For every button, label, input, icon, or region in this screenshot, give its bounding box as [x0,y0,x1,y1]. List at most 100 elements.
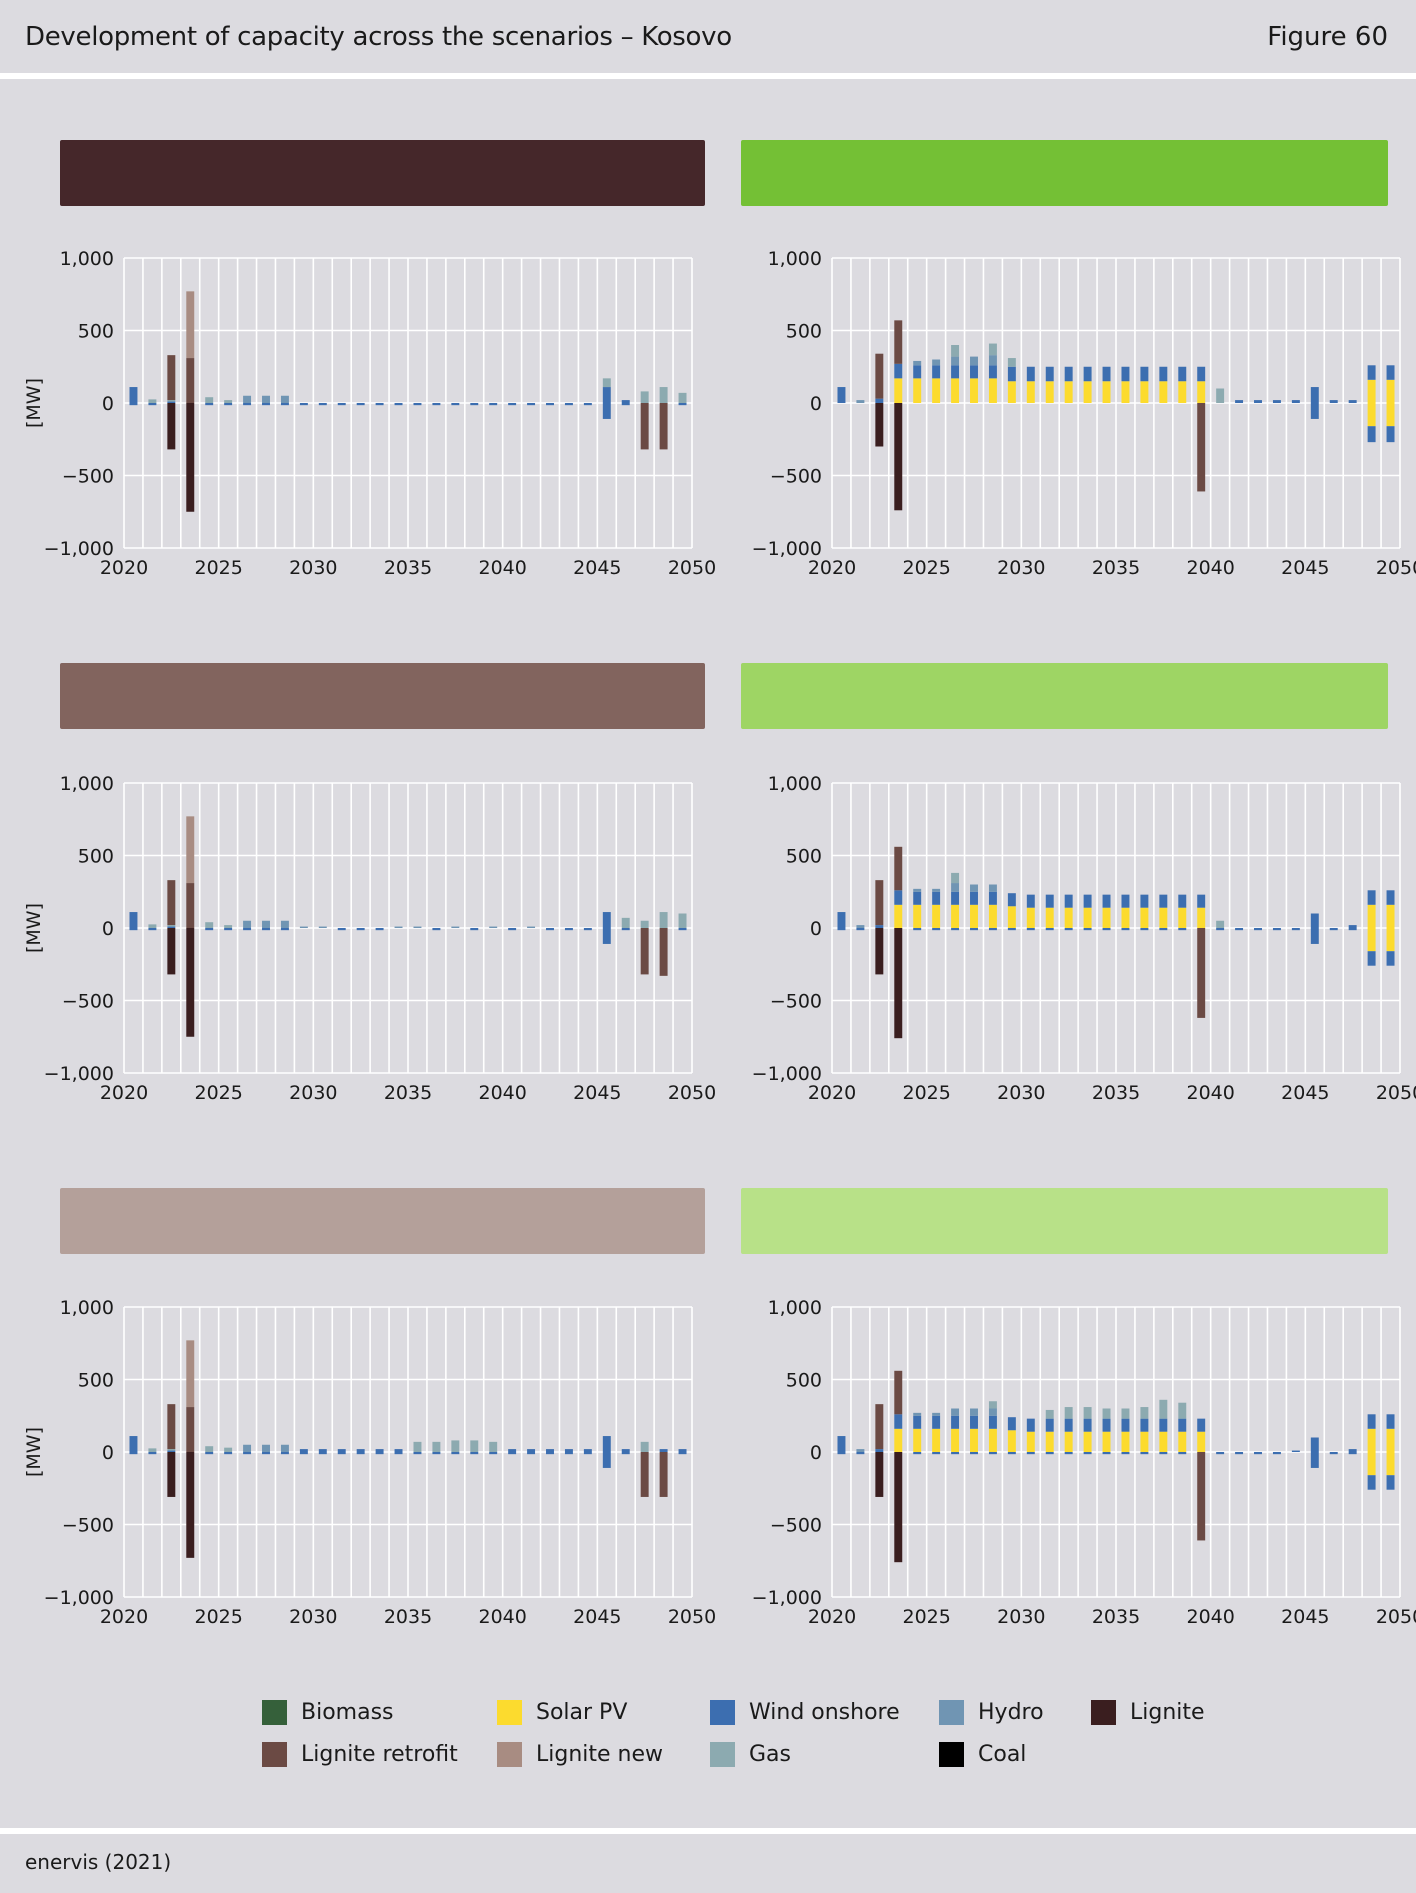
bar-wind-onshore [1064,366,1073,382]
bar-solar-pv [1367,1428,1376,1452]
bar-hydro [527,926,536,928]
bar-negative-wind-onshore [224,928,233,931]
bar-negative-wind-onshore [1083,928,1092,931]
x-tick-label: 2045 [573,557,621,579]
bar-negative-wind-onshore [546,1452,554,1455]
bar-gas [951,345,960,357]
bar-negative-lignite-retrofit [1197,403,1206,492]
bar-wind-onshore [951,365,960,379]
legend-item-lignite: Lignite [1091,1700,1205,1725]
bar-wind-onshore [564,1449,573,1452]
y-tick-label: −1,000 [752,1063,822,1085]
x-tick-label: 2045 [1281,1082,1329,1104]
legend-swatch [497,1700,522,1725]
bar-negative-wind-onshore [375,403,384,406]
bar-negative-wind-onshore [224,403,233,406]
legend-item-solar-pv: Solar PV [497,1700,627,1725]
bar-wind-onshore [1310,387,1319,403]
bar-negative-lignite [894,403,903,511]
bar-wind-onshore [1121,366,1130,382]
y-tick-label: 0 [102,393,114,415]
bar-solar-pv [1083,907,1092,928]
bar-hydro [988,1408,997,1416]
bar-wind-onshore [875,398,884,403]
y-tick-label: 500 [786,321,822,343]
x-tick-label: 2025 [902,557,950,579]
bar-lignite-retrofit [186,1407,195,1452]
bar-negative-lignite [167,403,176,450]
bar-hydro [951,356,960,366]
bar-solar-pv [988,378,997,403]
bar-lignite-retrofit [186,883,195,928]
bar-gas [621,917,630,928]
bar-wind-onshore [659,1449,668,1452]
bar-wind-onshore [129,1436,138,1452]
x-tick-label: 2040 [478,1082,526,1104]
x-tick-label: 2045 [573,1082,621,1104]
bar-solar-pv [1386,379,1395,403]
bar-gas [659,387,668,403]
bar-wind-onshore [167,1450,176,1452]
bar-solar-pv [1102,381,1111,403]
bar-hydro [280,920,289,928]
bar-wind-onshore [602,387,611,403]
x-tick-label: 2030 [997,1606,1045,1628]
y-tick-label: 500 [78,1370,114,1392]
bar-negative-wind-onshore [1178,928,1187,931]
x-tick-label: 2025 [902,1082,950,1104]
bar-gas [489,1441,498,1452]
bar-negative-lignite [875,928,884,975]
bar-hydro [243,1444,252,1452]
bar-negative-wind-onshore [375,1452,384,1455]
legend-label: Solar PV [536,1700,628,1725]
bar-wind-onshore [1386,1414,1395,1429]
bar-negative-wind-onshore [318,1452,327,1455]
y-tick-label: 0 [810,1442,822,1464]
bar-lignite-retrofit [167,1404,176,1450]
bar-solar-pv [894,904,903,928]
bar-solar-pv [913,1428,922,1452]
bar-negative-wind-onshore [678,403,687,406]
bar-negative-wind-onshore [564,403,573,406]
bar-negative-wind-onshore [621,403,630,406]
bar-negative-wind-onshore [432,1452,441,1455]
legend-swatch [262,1742,287,1767]
x-tick-label: 2050 [668,1082,716,1104]
x-tick-label: 2040 [1186,557,1234,579]
bar-wind-onshore [337,1449,346,1452]
bar-negative-solar-pv [1386,403,1395,427]
y-tick-label: −500 [62,991,114,1013]
y-tick-label: 1,000 [60,248,114,270]
bar-solar-pv [894,378,903,403]
bar-gas [1178,1402,1187,1419]
bar-negative-lignite [894,928,903,1039]
bar-negative-wind-onshore [988,928,997,931]
bar-negative-wind-onshore [583,403,592,406]
bar-negative-wind-onshore [583,928,592,931]
bar-wind-onshore [894,363,903,379]
bar-wind-onshore [1159,366,1168,382]
bar-negative-wind-onshore [1216,928,1225,931]
bar-negative-lignite [894,1452,903,1563]
bar-negative-wind-onshore [470,1452,479,1455]
scenario-banner-3 [60,663,705,729]
legend-swatch [1091,1700,1116,1725]
bar-lignite-retrofit [186,358,195,403]
bar-wind-onshore [1367,365,1376,380]
bar-solar-pv [1121,907,1130,928]
bar-wind-onshore [1102,1418,1111,1432]
bar-solar-pv [1178,381,1187,403]
bar-negative-wind-onshore [1064,928,1073,931]
bar-hydro [262,1444,270,1452]
bar-negative-wind-onshore [243,928,252,931]
x-tick-label: 2025 [194,557,242,579]
bar-negative-lignite [167,1452,176,1497]
y-tick-label: −500 [770,991,822,1013]
x-tick-label: 2035 [1092,557,1140,579]
bar-wind-onshore [1121,1418,1130,1432]
bar-gas [470,1440,479,1452]
legend-item-gas: Gas [710,1742,791,1767]
bar-solar-pv [1121,1431,1130,1452]
bar-negative-lignite-retrofit [1197,1452,1206,1541]
